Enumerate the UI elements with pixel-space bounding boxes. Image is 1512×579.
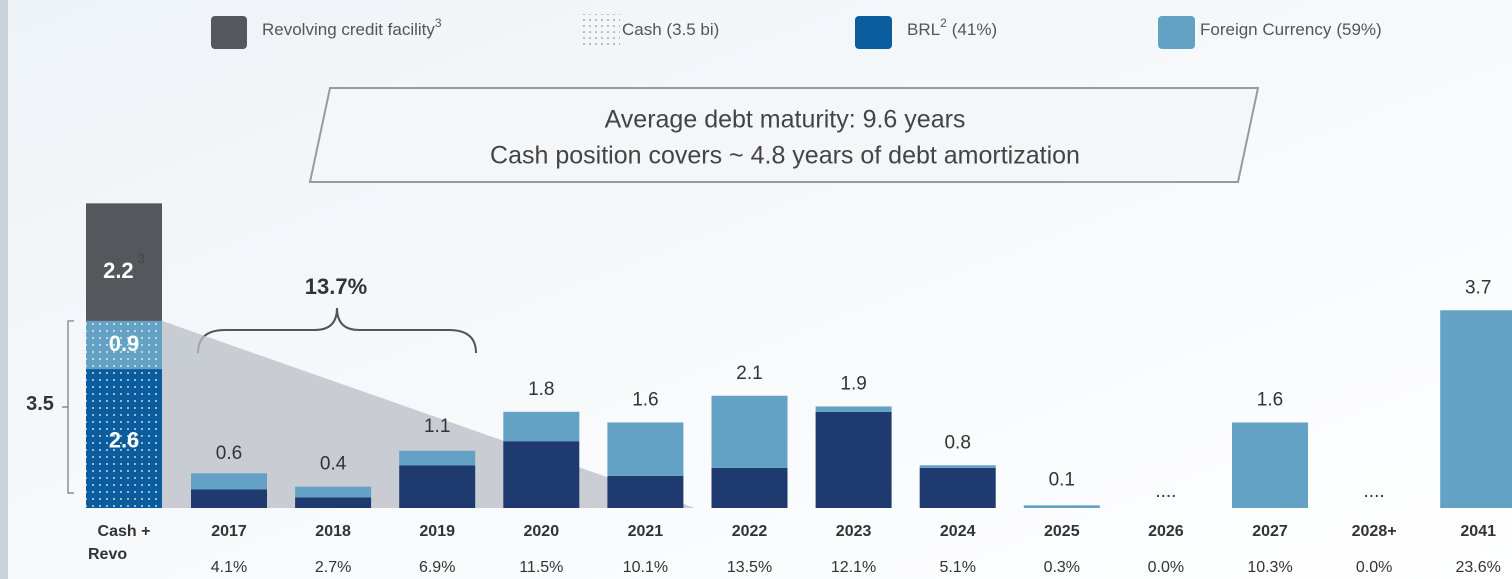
revolving-bar <box>86 203 162 321</box>
bar-segment <box>399 450 476 466</box>
bar-segment <box>711 395 788 468</box>
bracket <box>197 307 477 354</box>
bar-segment <box>191 473 267 490</box>
x-tick-label: 2017 <box>211 523 247 540</box>
bar-value-sup: 3 <box>138 252 145 267</box>
x-tick-label: 2024 <box>940 523 976 540</box>
annotation-line: Average debt maturity: 9.6 years <box>605 106 966 134</box>
bar-segment <box>919 467 996 508</box>
bar-segment <box>815 411 892 508</box>
legend-label: BRL2 (41%) <box>907 16 997 39</box>
bar-total-label: 2.1 <box>736 363 762 384</box>
x-tick-label: 2027 <box>1252 523 1288 540</box>
cash-brl-bar-dots <box>86 369 162 508</box>
legend-label: Foreign Currency (59%) <box>1200 20 1382 39</box>
x-tick-label: 2023 <box>836 523 872 540</box>
x-tick-label: 2019 <box>419 523 455 540</box>
legend-name: Revolving credit facility <box>262 20 435 39</box>
x-tick-label: 2020 <box>524 523 560 540</box>
share-label: 4.1% <box>211 559 247 576</box>
share-label: 11.5% <box>519 559 563 576</box>
bar-segment <box>399 465 476 508</box>
bar-total-label: 1.1 <box>424 416 450 437</box>
bar-total-label: 1.6 <box>1257 389 1283 410</box>
bar-total-label: 1.6 <box>632 389 658 410</box>
share-label: 10.1% <box>623 559 668 576</box>
share-label: 0.3% <box>1044 559 1080 576</box>
x-tick-label: 2021 <box>628 523 664 540</box>
legend-name: Cash (3.5 bi) <box>622 20 719 39</box>
legend-sup: 3 <box>435 16 442 30</box>
bar-segment <box>503 411 580 442</box>
bar-value: 2.6 <box>109 427 140 452</box>
share-label: 0.0% <box>1148 559 1184 576</box>
bar-total-label: 3.7 <box>1465 277 1491 298</box>
bar-segment <box>295 486 372 498</box>
annotation-line: Cash position covers ~ 4.8 years of debt… <box>490 142 1080 170</box>
bar-segment <box>295 497 372 508</box>
bar-total-label: 1.9 <box>840 373 866 394</box>
legend-name: BRL <box>907 20 940 39</box>
bar-segment <box>711 467 788 508</box>
legend-name: Foreign Currency <box>1200 20 1332 39</box>
x-tick-label: 2022 <box>732 523 768 540</box>
bar-value-num: 2.2 <box>103 258 134 283</box>
x-tick-label: 2041 <box>1460 523 1496 540</box>
legend-label: Revolving credit facility3 <box>262 16 442 39</box>
legend-note: (59%) <box>1336 20 1381 39</box>
bar-segment <box>815 406 892 412</box>
bar-segment <box>1023 505 1100 508</box>
bracket-label: 13.7% <box>305 274 367 299</box>
legend-swatch <box>583 14 620 47</box>
bar-segment <box>607 475 684 508</box>
bar-value: 0.9 <box>109 331 140 356</box>
bar-total-label: .... <box>1155 481 1176 502</box>
share-label: 10.3% <box>1247 559 1292 576</box>
share-label: 6.9% <box>419 559 455 576</box>
cash-bracket <box>62 320 74 494</box>
share-label: 2.7% <box>315 559 351 576</box>
bar-segment <box>503 441 580 508</box>
bar-segment <box>1232 422 1308 508</box>
bar-total-label: 0.6 <box>216 443 242 464</box>
legend-sup: 2 <box>940 16 947 30</box>
legend-swatch <box>211 16 247 49</box>
bar-segment <box>919 465 996 468</box>
bar-total-label: 1.8 <box>528 379 554 400</box>
x-tick-label: 2025 <box>1044 523 1080 540</box>
x-tick-label: Cash + <box>98 523 151 540</box>
share-label: 0.0% <box>1356 559 1392 576</box>
x-tick-label: 2018 <box>315 523 351 540</box>
cash-foreign-bar-dots <box>86 320 162 370</box>
x-tick-label: Revo <box>88 546 127 563</box>
legend-swatch <box>1158 16 1195 49</box>
annotation-box <box>308 87 1260 183</box>
cash-total-label: 3.5 <box>26 393 54 415</box>
side-strip <box>0 0 8 579</box>
legend-label: Cash (3.5 bi) <box>622 20 719 39</box>
bar-segment <box>607 422 684 476</box>
legend-swatch <box>855 16 892 49</box>
bar-total-label: 0.1 <box>1049 470 1075 491</box>
bar-segment <box>191 489 267 508</box>
share-label: 5.1% <box>939 559 975 576</box>
x-tick-label: 2026 <box>1148 523 1184 540</box>
x-tick-label: 2028+ <box>1352 523 1397 540</box>
bar-segment <box>1440 310 1512 508</box>
bar-total-label: 0.8 <box>944 432 970 453</box>
share-label: 23.6% <box>1456 559 1501 576</box>
bar-value: 2.2 3 <box>103 252 145 283</box>
share-label: 13.5% <box>727 559 772 576</box>
bar-total-label: .... <box>1364 481 1385 502</box>
share-label: 12.1% <box>831 559 876 576</box>
bar-total-label: 0.4 <box>320 454 347 475</box>
legend-note: (41%) <box>952 20 997 39</box>
